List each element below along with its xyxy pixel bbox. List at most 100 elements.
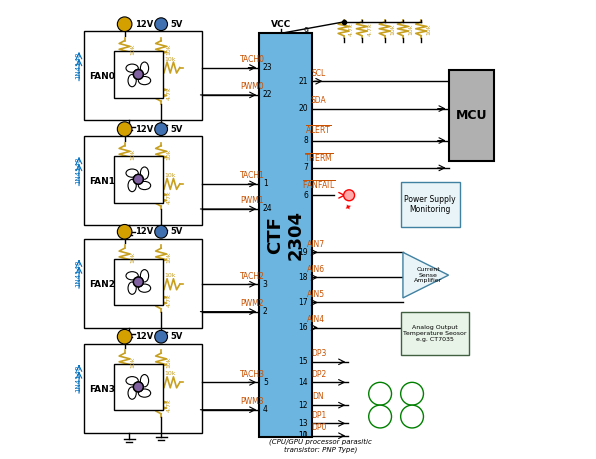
Bar <box>114 259 163 305</box>
Ellipse shape <box>126 169 138 177</box>
Text: 8: 8 <box>303 136 308 145</box>
Circle shape <box>117 330 132 344</box>
Text: 24: 24 <box>263 204 272 213</box>
Text: AIN6: AIN6 <box>307 265 325 274</box>
Text: PWM1: PWM1 <box>241 196 264 205</box>
Ellipse shape <box>138 77 151 84</box>
Text: $\overline{\mathrm{FANFAIL}}$: $\overline{\mathrm{FANFAIL}}$ <box>302 179 335 192</box>
Text: 4.7k: 4.7k <box>167 86 172 100</box>
Text: SCL: SCL <box>311 68 325 78</box>
Text: DP2: DP2 <box>311 369 326 379</box>
Text: 5V: 5V <box>170 125 182 134</box>
Text: 5V: 5V <box>170 20 182 29</box>
Ellipse shape <box>141 269 148 282</box>
Text: 2: 2 <box>263 307 268 316</box>
Circle shape <box>401 382 424 405</box>
Ellipse shape <box>128 179 136 192</box>
Circle shape <box>134 277 143 287</box>
Text: Current
Sense
Amplifier: Current Sense Amplifier <box>414 267 442 283</box>
Text: AIN5: AIN5 <box>307 290 325 299</box>
Bar <box>114 156 163 202</box>
Text: 15: 15 <box>299 357 308 366</box>
Text: 10k: 10k <box>167 148 172 160</box>
Text: 1N4148: 1N4148 <box>75 364 81 392</box>
Bar <box>83 31 202 120</box>
Text: DN: DN <box>313 392 324 402</box>
Circle shape <box>155 225 167 238</box>
Text: 21: 21 <box>299 77 308 86</box>
Text: 10k: 10k <box>164 56 176 62</box>
Ellipse shape <box>126 64 138 73</box>
Text: 4.7k: 4.7k <box>167 190 172 204</box>
Text: 19: 19 <box>299 248 308 257</box>
Ellipse shape <box>138 389 151 397</box>
Text: TACH3: TACH3 <box>240 369 265 379</box>
Circle shape <box>134 174 143 184</box>
Text: 10k: 10k <box>130 44 135 55</box>
Ellipse shape <box>138 284 151 292</box>
FancyBboxPatch shape <box>449 70 494 161</box>
Text: $\overline{\mathrm{ALERT}}$: $\overline{\mathrm{ALERT}}$ <box>305 125 331 137</box>
Text: 17: 17 <box>299 298 308 307</box>
FancyBboxPatch shape <box>401 182 460 227</box>
Text: 14: 14 <box>299 378 308 387</box>
Text: DP0: DP0 <box>311 423 326 432</box>
Text: 4.7k: 4.7k <box>349 22 354 36</box>
Circle shape <box>155 18 167 31</box>
Text: 4: 4 <box>263 405 268 414</box>
Bar <box>83 239 202 328</box>
Circle shape <box>401 405 424 428</box>
Text: (CPU/GPU processor parasitic
transistor: PNP Type): (CPU/GPU processor parasitic transistor:… <box>269 439 372 453</box>
Text: 20: 20 <box>299 104 308 113</box>
Circle shape <box>134 382 143 392</box>
Text: 1N4148: 1N4148 <box>75 51 81 79</box>
Ellipse shape <box>141 62 148 74</box>
Ellipse shape <box>128 282 136 294</box>
Text: 10: 10 <box>299 431 308 440</box>
Text: PWM0: PWM0 <box>241 82 264 91</box>
Text: FAN0: FAN0 <box>89 72 115 81</box>
Text: 12V: 12V <box>135 125 153 134</box>
Text: FAN1: FAN1 <box>89 177 115 186</box>
Text: SDA: SDA <box>311 96 327 105</box>
Text: 10k: 10k <box>130 148 135 160</box>
Circle shape <box>155 330 167 343</box>
Text: 12V: 12V <box>135 20 153 29</box>
Text: 10k: 10k <box>167 44 172 55</box>
Text: 10k: 10k <box>164 273 176 278</box>
Bar <box>114 364 163 410</box>
Polygon shape <box>403 252 449 298</box>
Bar <box>114 51 163 98</box>
Text: 5V: 5V <box>170 227 182 236</box>
Ellipse shape <box>141 375 148 387</box>
Text: PWM2: PWM2 <box>241 299 264 308</box>
Text: 10k: 10k <box>427 23 432 34</box>
Text: FAN3: FAN3 <box>89 385 115 394</box>
Text: VCC: VCC <box>271 20 291 29</box>
Circle shape <box>369 405 392 428</box>
Text: 23: 23 <box>263 63 272 72</box>
Text: 4.7k: 4.7k <box>167 293 172 307</box>
Text: AIN7: AIN7 <box>307 240 325 249</box>
Text: 6: 6 <box>303 191 308 200</box>
Circle shape <box>369 382 392 405</box>
Text: 10k: 10k <box>164 371 176 376</box>
FancyBboxPatch shape <box>401 312 469 355</box>
Text: 1: 1 <box>263 179 268 188</box>
Text: 18: 18 <box>299 273 308 282</box>
Ellipse shape <box>141 167 148 179</box>
Text: Power Supply
Monitoring: Power Supply Monitoring <box>405 195 456 214</box>
Circle shape <box>117 224 132 239</box>
Text: 7: 7 <box>303 163 308 173</box>
Circle shape <box>134 277 143 287</box>
Text: 4.7k: 4.7k <box>167 398 172 412</box>
Text: TACH0: TACH0 <box>240 55 265 64</box>
Ellipse shape <box>138 181 151 190</box>
Bar <box>83 136 202 225</box>
Text: 10k: 10k <box>167 251 172 263</box>
Text: 1N4148: 1N4148 <box>75 157 81 184</box>
Text: 10k: 10k <box>164 173 176 178</box>
Text: DP3: DP3 <box>311 349 326 358</box>
Bar <box>83 343 202 432</box>
Circle shape <box>134 69 143 79</box>
